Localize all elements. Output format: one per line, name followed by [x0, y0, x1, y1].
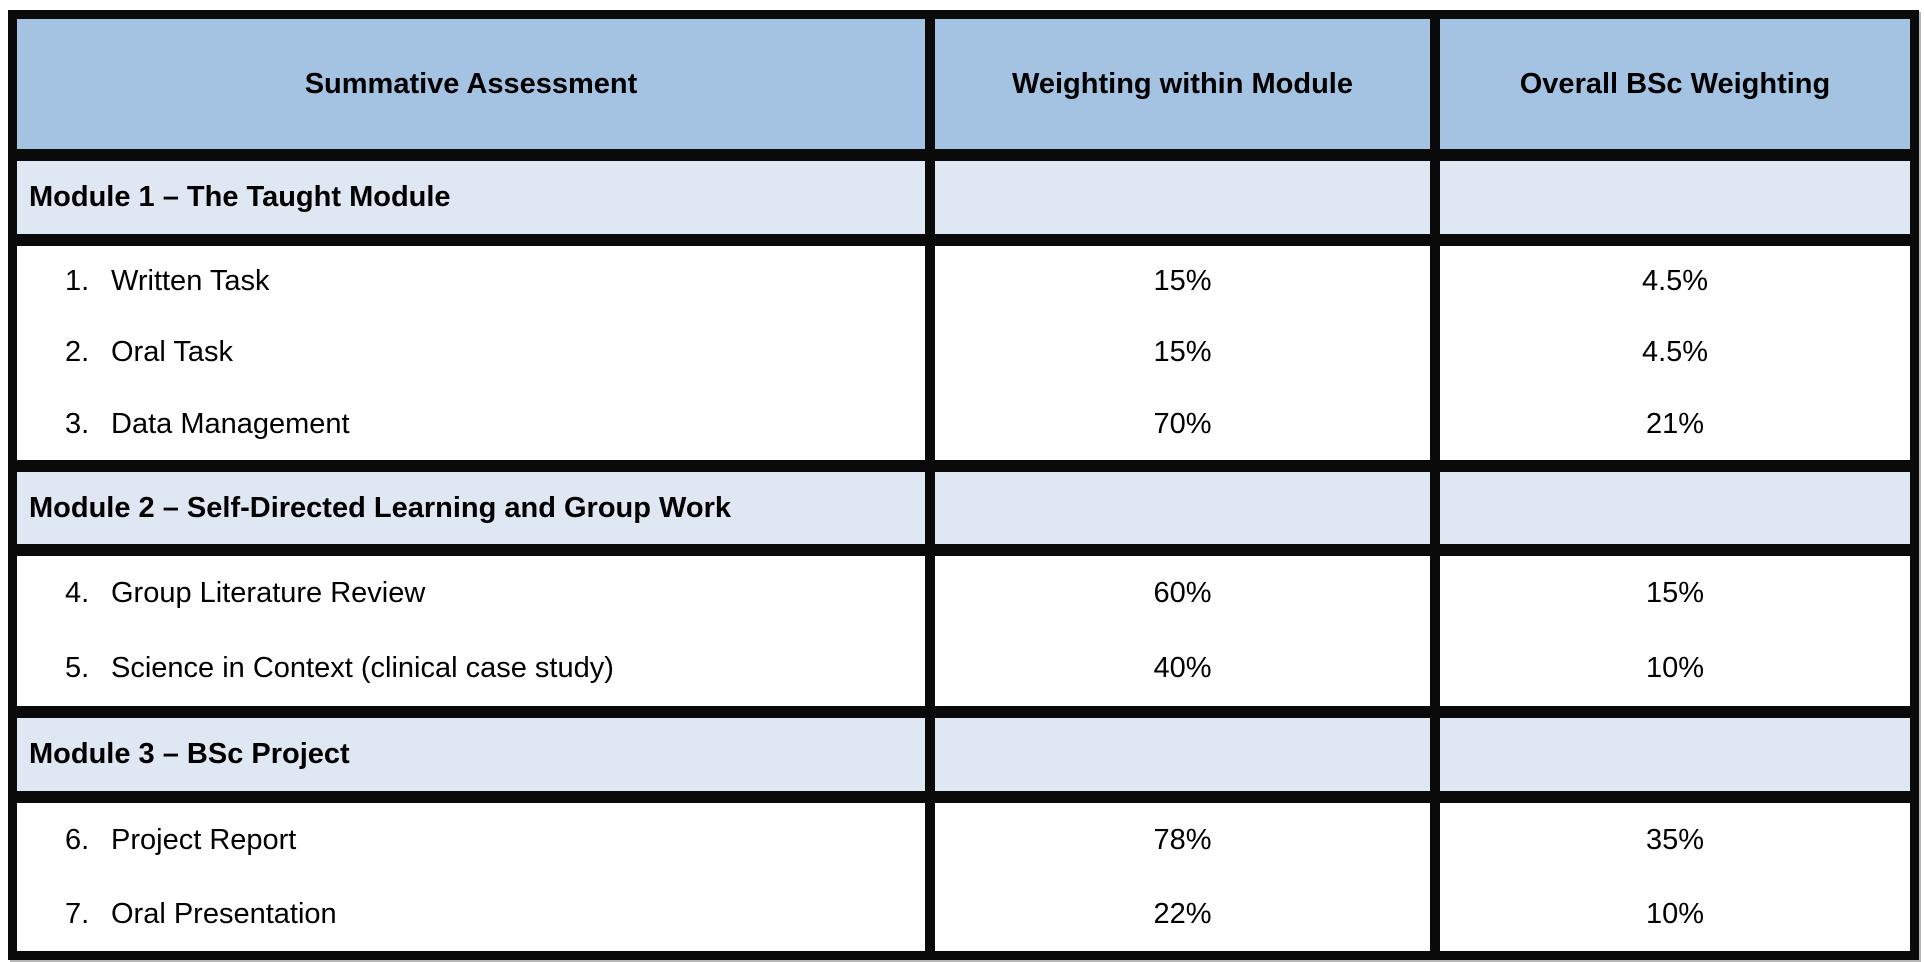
weighting-value: 15% — [1153, 336, 1212, 369]
item-label: Science in Context (clinical case study) — [111, 652, 614, 684]
module-1-band-spacer-overall — [1440, 161, 1910, 234]
item-label: Group Literature Review — [111, 577, 426, 609]
item-number: 3. — [65, 407, 90, 440]
overall-value: 4.5% — [1641, 265, 1709, 298]
item-number: 5. — [65, 652, 90, 684]
weighting-value: 22% — [1153, 897, 1212, 930]
weighting-value: 15% — [1153, 265, 1212, 298]
overall-value: 4.5% — [1641, 336, 1709, 369]
assessment-weighting-table: Summative Assessment Weighting within Mo… — [8, 10, 1919, 960]
item-label: Data Management — [111, 407, 350, 440]
weighting-value: 70% — [1153, 407, 1212, 440]
overall-value: 21% — [1645, 407, 1705, 440]
item-label: Oral Presentation — [111, 897, 337, 930]
assessment-item: 7. Oral Presentation — [65, 898, 925, 931]
weighting-value: 40% — [1153, 652, 1212, 684]
column-header-summative-assessment: Summative Assessment — [17, 19, 925, 149]
column-header-overall-bsc-weighting: Overall BSc Weighting — [1440, 19, 1910, 149]
assessment-item: 3. Data Management — [65, 408, 925, 441]
module-2-items-cell: 4. Group Literature Review 5. Science in… — [17, 556, 925, 706]
weighting-value: 78% — [1153, 823, 1212, 856]
assessment-item: 5. Science in Context (clinical case stu… — [65, 652, 925, 685]
assessment-item: 2. Oral Task — [65, 336, 925, 369]
module-3-title: Module 3 – BSc Project — [17, 718, 925, 791]
module-3-overall-values-cell: 35% 10% — [1440, 803, 1910, 951]
module-3-band-spacer-overall — [1440, 718, 1910, 791]
assessment-item: 1. Written Task — [65, 265, 925, 298]
item-label: Project Report — [111, 823, 297, 856]
overall-value: 15% — [1645, 577, 1705, 609]
module-1-title: Module 1 – The Taught Module — [17, 161, 925, 234]
overall-value: 35% — [1645, 823, 1705, 856]
module-2-band-spacer-weighting — [935, 472, 1430, 544]
module-1-items-cell: 1. Written Task 2. Oral Task 3. Data Man… — [17, 246, 925, 460]
item-number: 6. — [65, 823, 90, 856]
module-1-weighting-values-cell: 15% 15% 70% — [935, 246, 1430, 460]
module-2-band-spacer-overall — [1440, 472, 1910, 544]
assessment-item: 6. Project Report — [65, 824, 925, 857]
item-number: 2. — [65, 336, 90, 369]
overall-value: 10% — [1645, 652, 1705, 684]
module-2-weighting-values-cell: 60% 40% — [935, 556, 1430, 706]
item-number: 1. — [65, 265, 90, 298]
module-3-weighting-values-cell: 78% 22% — [935, 803, 1430, 951]
item-label: Oral Task — [111, 336, 233, 369]
weighting-value: 60% — [1153, 577, 1212, 609]
overall-value: 10% — [1645, 897, 1705, 930]
module-2-overall-values-cell: 15% 10% — [1440, 556, 1910, 706]
item-number: 7. — [65, 897, 90, 930]
item-label: Written Task — [111, 265, 270, 298]
item-number: 4. — [65, 577, 90, 609]
module-1-overall-values-cell: 4.5% 4.5% 21% — [1440, 246, 1910, 460]
assessment-item: 4. Group Literature Review — [65, 577, 925, 610]
module-1-band-spacer-weighting — [935, 161, 1430, 234]
module-3-band-spacer-weighting — [935, 718, 1430, 791]
module-2-title: Module 2 – Self-Directed Learning and Gr… — [17, 472, 925, 544]
column-header-weighting-within-module: Weighting within Module — [935, 19, 1430, 149]
module-3-items-cell: 6. Project Report 7. Oral Presentation — [17, 803, 925, 951]
